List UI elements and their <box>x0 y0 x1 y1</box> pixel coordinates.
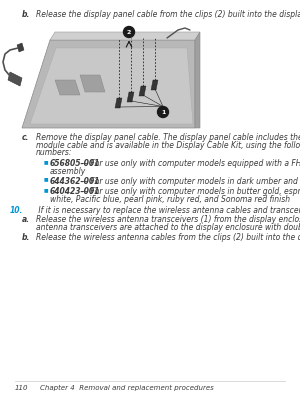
Text: Release the wireless antenna transceivers (1) from the display enclosure. (The w: Release the wireless antenna transceiver… <box>36 215 300 225</box>
Text: 644362-001: 644362-001 <box>50 176 100 186</box>
Text: b.: b. <box>22 233 30 241</box>
Text: Remove the display panel cable. The display panel cable includes the webcam/micr: Remove the display panel cable. The disp… <box>36 133 300 142</box>
Text: Chapter 4  Removal and replacement procedures: Chapter 4 Removal and replacement proced… <box>40 385 214 391</box>
Text: — For use only with computer models in dark umber and steel gray finish: — For use only with computer models in d… <box>78 176 300 186</box>
Text: If it is necessary to replace the wireless antenna cables and transceivers:: If it is necessary to replace the wirele… <box>36 206 300 215</box>
Text: 110: 110 <box>15 385 28 391</box>
Text: 2: 2 <box>127 30 131 34</box>
Text: ■: ■ <box>44 160 49 164</box>
Text: ■: ■ <box>44 187 49 192</box>
Polygon shape <box>17 43 24 52</box>
Text: 10.: 10. <box>10 206 23 215</box>
Text: numbers:: numbers: <box>36 148 73 157</box>
Polygon shape <box>80 75 105 92</box>
Circle shape <box>124 26 134 38</box>
Polygon shape <box>30 48 193 124</box>
Text: b.: b. <box>22 10 30 19</box>
Polygon shape <box>195 32 200 128</box>
Polygon shape <box>151 80 158 90</box>
Text: 1: 1 <box>161 109 165 115</box>
Circle shape <box>158 107 169 117</box>
Polygon shape <box>50 32 200 40</box>
Text: a.: a. <box>22 215 30 225</box>
Text: 656805-001: 656805-001 <box>50 160 100 168</box>
Polygon shape <box>139 86 146 96</box>
Polygon shape <box>127 92 134 102</box>
Text: 640423-001: 640423-001 <box>50 187 100 196</box>
Text: antenna transceivers are attached to the display enclosure with double-sided tap: antenna transceivers are attached to the… <box>36 223 300 232</box>
Polygon shape <box>8 72 22 86</box>
Polygon shape <box>115 98 122 108</box>
Text: module cable and is available in the Display Cable Kit, using the following spar: module cable and is available in the Dis… <box>36 140 300 150</box>
Polygon shape <box>22 40 195 128</box>
Text: — For use only with computer models in butter gold, espresso black, linen: — For use only with computer models in b… <box>78 187 300 196</box>
Text: — For use only with computer models equipped with a FHD display: — For use only with computer models equi… <box>78 160 300 168</box>
Text: ■: ■ <box>44 176 49 182</box>
Polygon shape <box>55 80 80 95</box>
Text: assembly: assembly <box>50 167 86 176</box>
Text: c.: c. <box>22 133 29 142</box>
Text: Release the wireless antenna cables from the clips (2) built into the display en: Release the wireless antenna cables from… <box>36 233 300 241</box>
Text: Release the display panel cable from the clips (2) built into the display enclos: Release the display panel cable from the… <box>36 10 300 19</box>
Text: white, Pacific blue, pearl pink, ruby red, and Sonoma red finish: white, Pacific blue, pearl pink, ruby re… <box>50 194 290 203</box>
